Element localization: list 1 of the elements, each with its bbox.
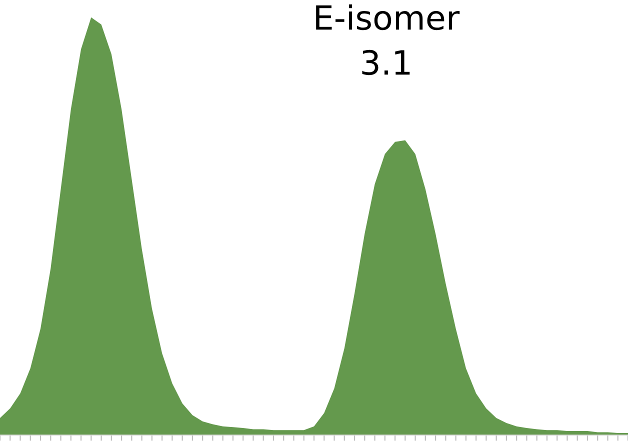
annotation: E-isomer 3.1 [316,4,460,76]
